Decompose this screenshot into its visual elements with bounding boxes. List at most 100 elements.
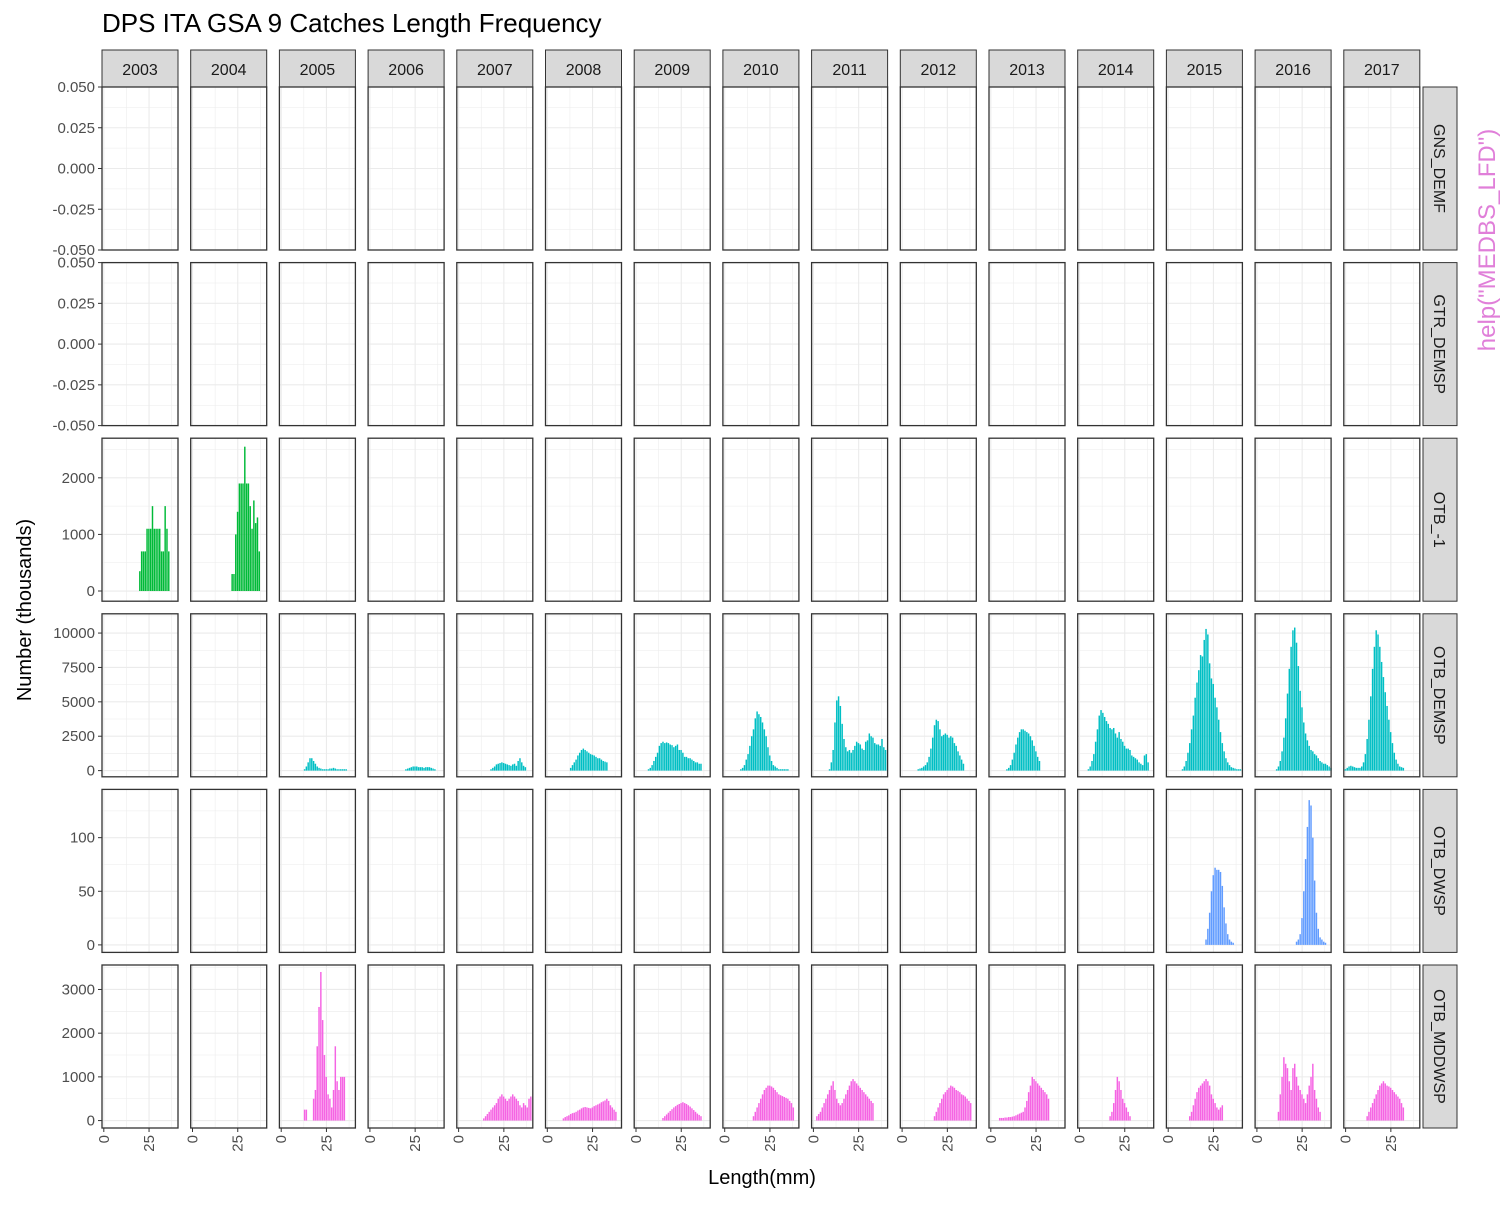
bar-otb-demsp-2005 [345,769,347,771]
panel-border [190,86,268,251]
bar-otb-demsp-2017 [1368,719,1370,771]
strip-label-2016: 2016 [1275,62,1311,79]
panel-border [367,261,445,427]
panel-otb-1-2016 [1254,437,1332,602]
bar-otb-demsp-2009 [664,743,666,771]
x-tick-label-2006: 0 [362,1135,379,1143]
bar-otb-mddwsp-2009 [669,1110,671,1121]
bar-otb-mddwsp-2008 [584,1107,586,1121]
bar-otb-mddwsp-2013 [1024,1107,1026,1121]
bar-otb-mddwsp-2008 [580,1108,583,1121]
panel-border [722,788,800,954]
bar-otb-mddwsp-2015 [1210,1094,1213,1121]
panel-border [544,613,623,778]
bar-otb-demsp-2007 [502,763,505,771]
panel-bg [900,789,977,953]
x-tick-label-2004: 25 [230,1135,247,1152]
bar-otb-mddwsp-2008 [611,1107,614,1121]
bar-otb-mddwsp-2010 [783,1096,785,1121]
y-tick-label-gtr-demsp: -0.025 [52,377,95,394]
bar-otb-demsp-2008 [577,755,579,771]
panel-bg [190,965,267,1128]
bar-otb-mddwsp-2008 [615,1111,617,1121]
bar-otb-demsp-2010 [776,767,778,771]
bar-otb-mddwsp-2017 [1370,1107,1372,1121]
bar-otb-mddwsp-2011 [846,1089,849,1121]
panel-border [722,86,800,251]
panel-border [1343,788,1421,954]
bar-otb-demsp-2016 [1281,751,1283,771]
bar-otb-mddwsp-2011 [848,1085,851,1121]
bar-otb-mddwsp-2007 [521,1107,523,1121]
bar-otb-demsp-2006 [417,767,420,771]
row-strip-label-otb-demsp: OTB_DEMSP [1430,646,1447,745]
bar-otb-mddwsp-2010 [767,1085,769,1121]
bar-otb-mddwsp-2017 [1368,1111,1370,1121]
bar-otb-demsp-2015 [1223,751,1225,771]
panel-bg [456,438,533,602]
bar-otb-mddwsp-2012 [946,1089,948,1121]
bar-otb-demsp-2015 [1210,678,1213,771]
bar-otb-demsp-2012 [950,736,952,771]
bar-otb-mddwsp-2009 [674,1106,677,1121]
panel-border [722,613,800,778]
bar-otb-dwsp-2016 [1308,800,1310,945]
bar-otb-mddwsp-2017 [1366,1116,1368,1121]
bar-otb-demsp-2016 [1297,666,1300,771]
panel-bg [722,438,799,602]
panel-otb-1-2007 [456,437,534,602]
panel-otb-mddwsp-2012 [899,964,977,1129]
bar-otb-1-2003 [144,551,146,592]
row-strip-otb-mddwsp [1422,964,1458,1129]
x-tick-label-2004: 0 [185,1135,202,1143]
bar-otb-mddwsp-2012 [962,1095,965,1121]
bar-otb-demsp-2016 [1310,749,1312,771]
bar-otb-demsp-2014 [1127,748,1129,771]
bar-otb-mddwsp-2012 [948,1087,950,1121]
row-strip-gtr-demsp [1422,262,1458,427]
bar-otb-demsp-2013 [1015,744,1017,771]
panel-bg [456,613,533,777]
bar-otb-demsp-2008 [569,767,572,771]
panel-gtr-demsp-2003 [101,261,179,427]
bar-otb-mddwsp-2007 [497,1098,499,1121]
bar-otb-demsp-2015 [1198,670,1200,771]
bar-otb-demsp-2009 [683,756,686,771]
bar-otb-mddwsp-2014 [1118,1081,1120,1121]
bar-otb-dwsp-2016 [1315,912,1318,945]
bar-otb-1-2004 [245,483,248,592]
bar-otb-demsp-2006 [405,769,407,771]
bar-otb-demsp-2016 [1326,765,1329,771]
panel-border [633,86,711,251]
panel-border [1254,613,1332,778]
panel-border [456,613,534,778]
bar-otb-demsp-2007 [524,767,527,771]
bar-otb-mddwsp-2013 [1040,1087,1043,1121]
bar-otb-mddwsp-2005 [320,971,322,1121]
panel-otb-dwsp-2015 [1165,788,1244,954]
panel-border [988,261,1066,427]
bar-otb-mddwsp-2007 [510,1096,512,1121]
bar-otb-demsp-2016 [1290,646,1292,771]
bar-otb-1-2004 [236,511,239,592]
bar-otb-demsp-2015 [1192,715,1195,771]
panel-otb-1-2013 [988,437,1066,602]
bar-otb-demsp-2005 [309,758,311,771]
panel-otb-demsp-2006 [367,613,445,778]
bar-otb-demsp-2005 [343,769,346,771]
panel-otb-dwsp-2006 [367,788,445,954]
bar-otb-demsp-2007 [501,762,503,771]
panel-border [1254,437,1332,602]
panel-bg [545,789,622,953]
bar-otb-demsp-2008 [600,759,603,771]
panel-otb-mddwsp-2011 [810,964,889,1129]
bar-otb-mddwsp-2012 [941,1098,943,1121]
bar-otb-demsp-2007 [493,766,496,771]
bar-otb-demsp-2014 [1109,727,1111,771]
bar-otb-mddwsp-2008 [613,1109,615,1121]
bar-otb-mddwsp-2008 [566,1116,568,1121]
bar-otb-demsp-2016 [1295,642,1298,771]
bar-otb-mddwsp-2016 [1295,1076,1298,1121]
bar-otb-mddwsp-2013 [1029,1085,1032,1121]
bar-otb-mddwsp-2010 [763,1089,766,1121]
